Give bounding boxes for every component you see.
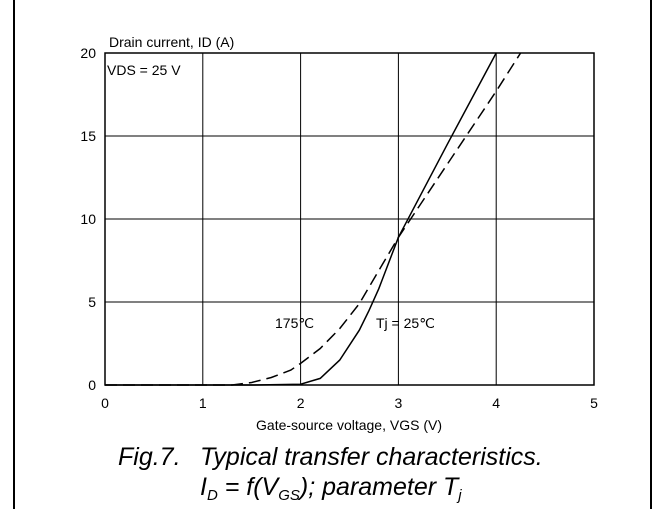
grid (105, 53, 594, 385)
x-axis-label: Gate-source voltage, VGS (V) (256, 417, 442, 433)
vds-annotation: VDS = 25 V (107, 62, 181, 78)
figure-number: Fig.7. (118, 442, 181, 472)
x-tick-label: 2 (297, 395, 305, 411)
y-tick-label: 15 (80, 128, 96, 144)
id-symbol: I (200, 473, 207, 501)
25c-curve-label: Tj = 25℃ (376, 315, 435, 331)
x-tick-label: 0 (101, 395, 109, 411)
x-tick-label: 4 (492, 395, 500, 411)
caption-title: Typical transfer characteristics. (200, 442, 543, 472)
y-axis-label: Drain current, ID (A) (109, 34, 234, 50)
parameter-text: ); parameter T (300, 473, 458, 501)
x-tick-label: 1 (199, 395, 207, 411)
vgs-subscript: GS (278, 487, 300, 504)
y-tick-label: 10 (80, 211, 96, 227)
y-tick-label: 5 (88, 294, 96, 310)
tick-labels: 0 1 2 3 4 5 0 5 10 15 20 (80, 45, 598, 411)
id-subscript: D (207, 487, 218, 504)
175c-curve-label: 175℃ (275, 315, 314, 331)
x-tick-label: 3 (395, 395, 403, 411)
y-tick-label: 20 (80, 45, 96, 61)
x-tick-label: 5 (590, 395, 598, 411)
y-tick-label: 0 (88, 377, 96, 393)
caption-equation: ID = f(VGS); parameter Tj (200, 472, 462, 502)
equation-text: = f(V (218, 473, 278, 501)
tj-subscript: j (458, 487, 461, 504)
transfer-characteristics-chart: 0 1 2 3 4 5 0 5 10 15 20 Drain current, ID (A) Gat… (0, 0, 667, 440)
